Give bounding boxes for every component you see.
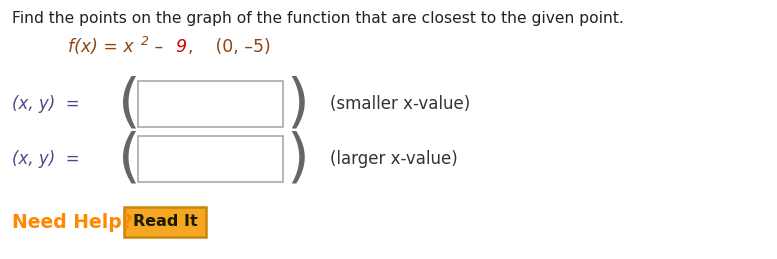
Text: ,    (0, –5): , (0, –5): [188, 38, 270, 56]
Text: (: (: [118, 76, 141, 133]
Text: Find the points on the graph of the function that are closest to the given point: Find the points on the graph of the func…: [12, 11, 624, 26]
Text: Read It: Read It: [133, 214, 197, 229]
Text: Need Help?: Need Help?: [12, 212, 133, 232]
Text: (smaller x-value): (smaller x-value): [330, 95, 470, 113]
Text: –: –: [149, 38, 169, 56]
Text: ): ): [286, 76, 308, 133]
Text: (larger x-value): (larger x-value): [330, 150, 458, 168]
FancyBboxPatch shape: [138, 136, 283, 182]
FancyBboxPatch shape: [124, 207, 206, 237]
FancyBboxPatch shape: [138, 81, 283, 127]
Text: 9: 9: [175, 38, 186, 56]
Text: ): ): [286, 131, 308, 188]
Text: (x, y)  =: (x, y) =: [12, 95, 79, 113]
Text: 2: 2: [141, 35, 149, 48]
Text: (x, y)  =: (x, y) =: [12, 150, 79, 168]
Text: f(x) = x: f(x) = x: [68, 38, 134, 56]
Text: (: (: [118, 131, 141, 188]
